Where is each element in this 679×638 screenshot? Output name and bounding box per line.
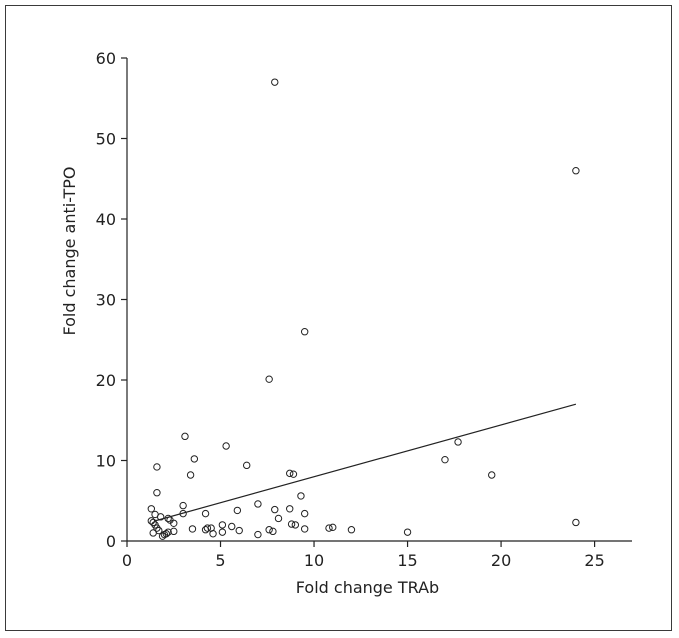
data-points — [147, 78, 580, 540]
data-point — [162, 530, 170, 538]
y-tick-label: 30 — [96, 291, 116, 310]
x-tick-label: 25 — [584, 551, 604, 570]
x-ticks: 0 5 10 15 20 25 — [122, 541, 605, 570]
x-axis-title: Fold change TRAb — [296, 578, 439, 597]
data-point — [325, 524, 333, 532]
data-point — [170, 519, 178, 527]
x-tick-label: 10 — [304, 551, 324, 570]
data-point — [286, 505, 294, 513]
data-point — [201, 526, 210, 534]
data-point — [287, 520, 296, 528]
data-point — [265, 375, 273, 383]
x-tick-label: 15 — [397, 551, 417, 570]
data-point — [209, 530, 217, 538]
data-point — [158, 532, 167, 540]
data-point — [271, 78, 279, 86]
data-point — [572, 518, 580, 527]
data-point — [149, 518, 157, 527]
y-tick-label: 40 — [96, 210, 116, 229]
data-point — [156, 513, 165, 521]
y-axis-title: Fold change anti-TPO — [60, 166, 79, 335]
y-tick-label: 60 — [96, 49, 116, 68]
data-point — [274, 514, 283, 523]
data-point — [228, 522, 236, 531]
data-point — [218, 521, 227, 529]
data-point — [243, 461, 251, 470]
data-point — [188, 525, 197, 533]
y-tick-label: 0 — [106, 532, 116, 551]
y-tick-label: 10 — [96, 452, 116, 471]
data-point — [149, 529, 157, 537]
data-point — [170, 527, 178, 536]
data-point — [286, 469, 294, 478]
data-point — [403, 528, 412, 536]
data-point — [218, 528, 227, 536]
data-point — [147, 505, 156, 513]
data-point — [254, 500, 262, 508]
trend-line — [154, 403, 577, 522]
data-point — [488, 471, 496, 479]
data-point — [153, 463, 161, 471]
axes: 0 5 10 15 20 25 0 10 20 30 40 50 60 — [96, 49, 632, 570]
data-point — [235, 526, 243, 535]
x-tick-label: 5 — [215, 551, 225, 570]
data-point — [203, 524, 212, 532]
data-point — [454, 438, 462, 446]
x-tick-label: 20 — [491, 551, 511, 570]
data-point — [147, 517, 156, 525]
data-point — [190, 455, 199, 463]
data-point — [269, 527, 277, 536]
data-point — [572, 167, 580, 175]
data-point — [300, 525, 309, 533]
data-point — [201, 509, 210, 518]
data-point — [153, 489, 161, 497]
data-point — [441, 455, 449, 464]
data-point — [271, 505, 279, 514]
data-point — [186, 471, 195, 479]
data-point — [300, 328, 309, 336]
data-point — [233, 506, 242, 515]
x-tick-label: 0 — [122, 551, 132, 570]
data-point — [222, 442, 230, 450]
y-tick-label: 50 — [96, 130, 116, 149]
data-point — [291, 521, 300, 529]
data-point — [181, 432, 189, 441]
data-point — [347, 526, 356, 534]
data-point — [329, 523, 337, 532]
data-point — [254, 530, 262, 539]
data-point — [179, 501, 187, 510]
data-point — [265, 526, 273, 534]
data-point — [289, 470, 298, 478]
data-point — [297, 492, 305, 500]
y-tick-label: 20 — [96, 371, 116, 390]
data-point — [164, 528, 172, 536]
figure-frame — [5, 5, 672, 631]
y-ticks: 0 10 20 30 40 50 60 — [96, 49, 127, 551]
data-point — [153, 524, 161, 532]
data-point — [300, 509, 309, 518]
